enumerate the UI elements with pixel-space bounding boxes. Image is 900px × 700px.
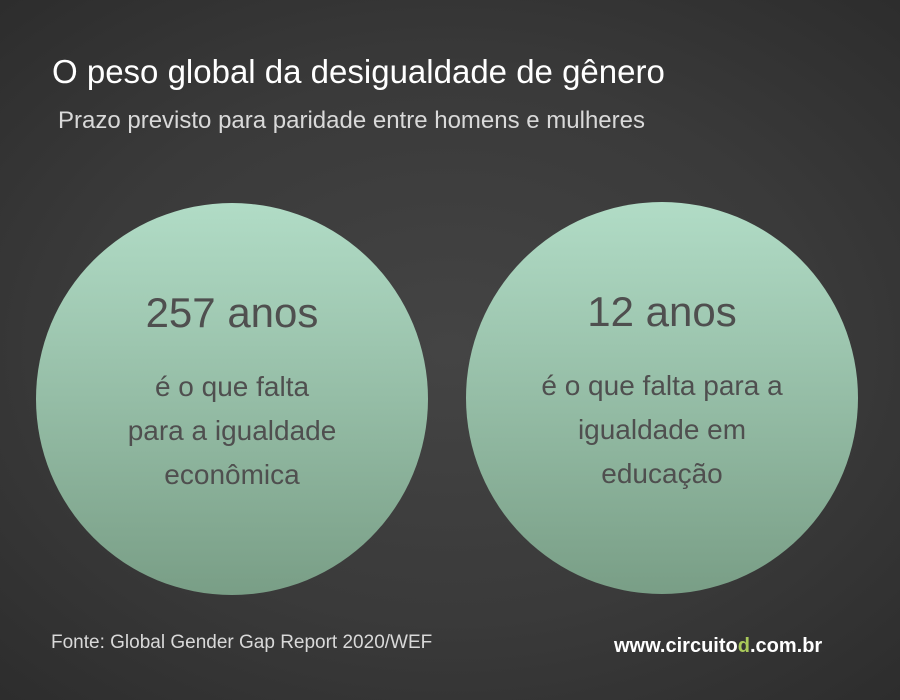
website-url: www.circuitod.com.br [614, 634, 822, 658]
stat-circle-education: 12 anos é o que falta para a igualdade e… [466, 202, 858, 594]
page-title: O peso global da desigualdade de gênero [52, 53, 665, 90]
stat-description-line: é o que falta [154, 371, 310, 402]
stat-description-line: educação [601, 458, 723, 489]
stat-description-line: é o que falta para a [541, 370, 783, 401]
stat-value: 12 anos [587, 288, 737, 335]
stat-value: 257 anos [145, 289, 319, 336]
stat-description-line: igualdade em [577, 414, 747, 445]
stat-description: é o que falta para a igualdade econômica [36, 365, 428, 497]
stat-circle-economic: 257 anos é o que falta para a igualdade … [36, 203, 428, 595]
website-url-highlight: d [737, 635, 750, 657]
website-url-suffix: .com.br [749, 635, 823, 657]
website-url-prefix: www.circuito [614, 635, 738, 657]
source-citation: Fonte: Global Gender Gap Report 2020/WEF [51, 632, 433, 653]
page-subtitle: Prazo previsto para paridade entre homen… [58, 107, 645, 134]
stat-description: é o que falta para a igualdade em educaç… [466, 364, 858, 496]
stat-description-line: econômica [164, 459, 300, 490]
stat-description-line: para a igualdade [127, 415, 337, 446]
